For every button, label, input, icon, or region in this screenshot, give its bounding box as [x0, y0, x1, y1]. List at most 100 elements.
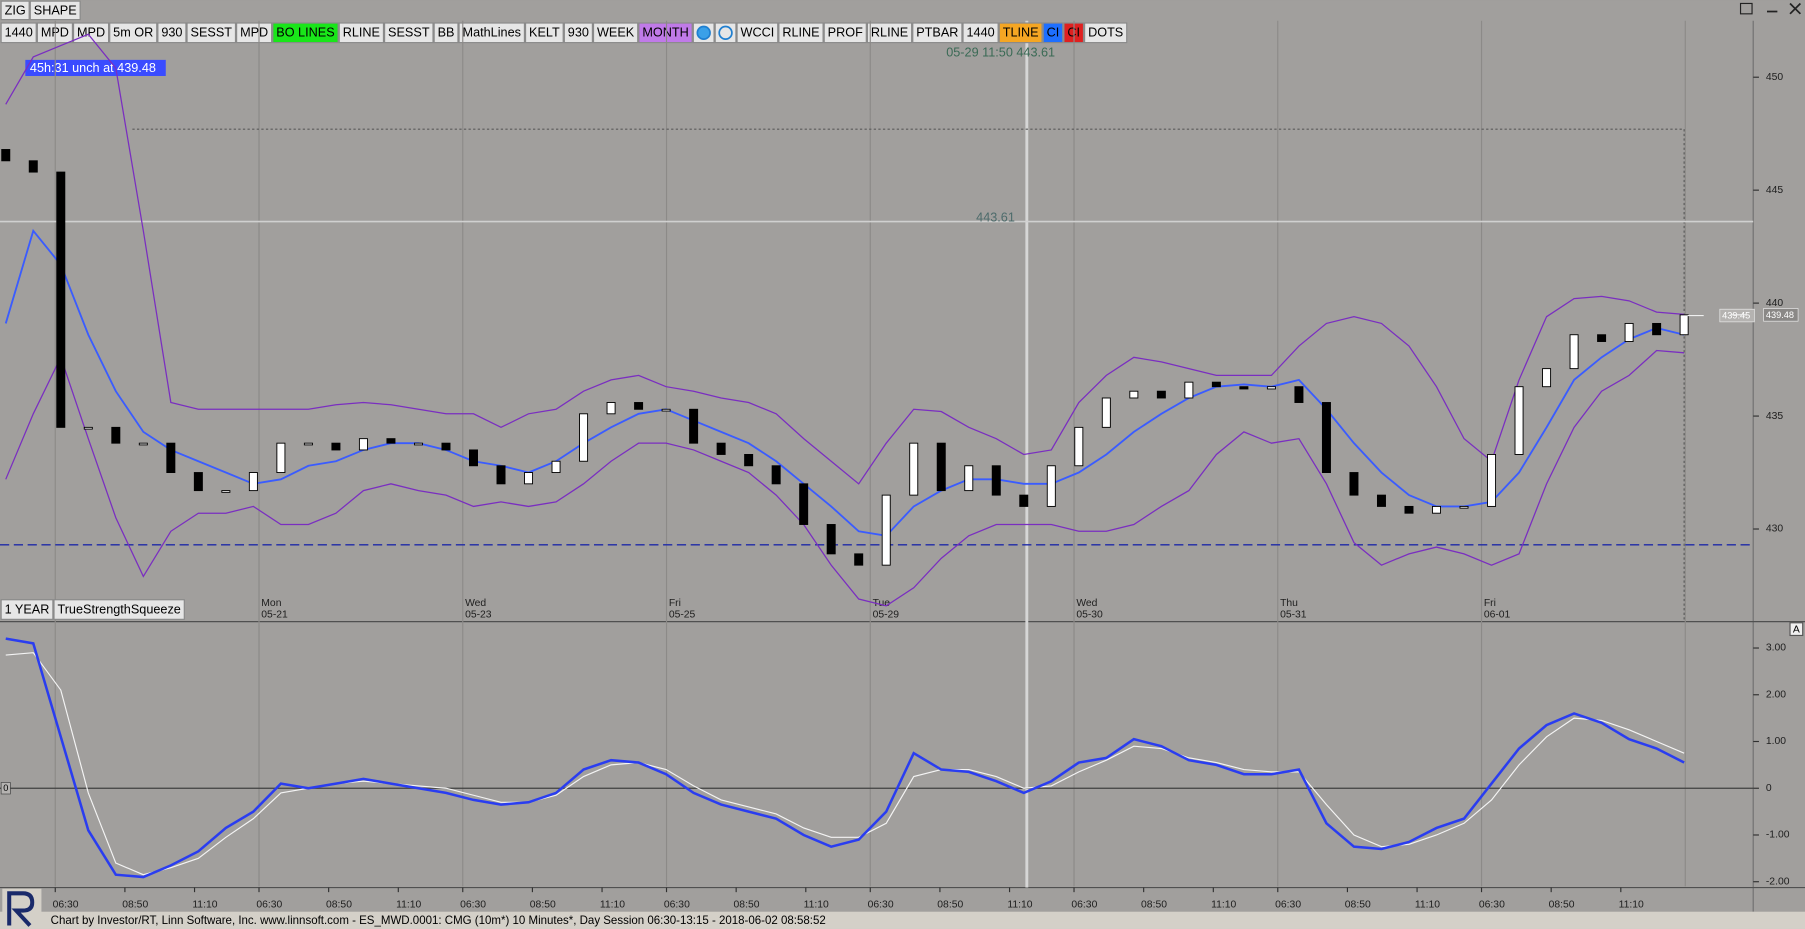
toolbar-button[interactable]	[962, 22, 999, 44]
toolbar-button[interactable]	[778, 22, 824, 44]
day-label: Fri	[669, 598, 681, 609]
candle	[1432, 505, 1441, 514]
toolbar-button[interactable]	[1084, 22, 1128, 44]
date-label: 05-30	[1076, 609, 1103, 620]
y-tick-label: 2.00	[1766, 689, 1786, 700]
y-tick-label: -1.00	[1766, 830, 1790, 841]
toolbar-button[interactable]	[109, 22, 158, 44]
candle	[1624, 322, 1634, 342]
toolbar-button[interactable]	[0, 599, 54, 620]
button-label: MPD	[240, 26, 268, 40]
toolbar-button[interactable]	[433, 22, 459, 44]
candle	[1184, 381, 1194, 399]
date-label: 06-01	[1484, 609, 1511, 620]
candle	[909, 442, 919, 496]
candle	[1266, 386, 1276, 390]
toolbar-button[interactable]	[458, 22, 525, 44]
button-label: KELT	[529, 26, 560, 40]
candle	[166, 442, 176, 473]
candle	[386, 438, 396, 444]
day-label: Wed	[1076, 598, 1097, 609]
y-tick-label: 1.00	[1766, 736, 1786, 747]
button-label: 1440	[967, 26, 995, 40]
x-tick-label: 06:30	[1275, 900, 1301, 911]
clock-icon	[696, 25, 711, 41]
toolbar-button[interactable]	[236, 22, 273, 44]
candle	[661, 408, 671, 412]
button-label: SESST	[191, 26, 233, 40]
restore-button[interactable]	[1739, 2, 1753, 15]
candle	[1652, 322, 1662, 336]
candle	[964, 465, 974, 492]
toolbar-button[interactable]	[29, 0, 81, 21]
status-text: Chart by Investor/RT, Linn Software, Inc…	[51, 915, 826, 927]
cursor-label: 05-29 11:50 443.61	[946, 45, 1055, 59]
day-label: Fri	[1484, 598, 1496, 609]
dotted-box	[132, 128, 1685, 622]
toolbar-button[interactable]	[272, 22, 339, 44]
panel-marker: A	[1793, 624, 1800, 635]
candle	[1569, 334, 1579, 370]
button-label: DOTS	[1088, 26, 1123, 40]
button-label: 1 YEAR	[5, 602, 50, 616]
x-tick-label: 08:50	[1345, 900, 1371, 911]
candle	[221, 490, 231, 493]
y-tick-label: 435	[1766, 411, 1784, 422]
close-button[interactable]	[1789, 2, 1802, 15]
toolbar-button[interactable]	[0, 0, 30, 21]
candle	[854, 553, 864, 566]
button-label: BO LINES	[276, 26, 334, 40]
toolbar-button[interactable]	[823, 22, 867, 44]
y-tick-label: 3.00	[1766, 643, 1786, 654]
date-label: 05-21	[261, 609, 288, 620]
panel-marker-box	[1789, 622, 1804, 637]
candle	[1, 149, 11, 162]
candle	[138, 442, 148, 446]
toolbar-button[interactable]	[157, 22, 187, 44]
toolbar-button[interactable]	[592, 22, 639, 44]
button-label: SHAPE	[34, 3, 77, 17]
date-label: 05-23	[465, 609, 492, 620]
button-label: 930	[568, 26, 589, 40]
candle	[744, 454, 754, 467]
toolbar-button[interactable]	[736, 22, 779, 44]
candle	[1404, 505, 1414, 514]
candle	[1211, 381, 1221, 388]
toolbar-button[interactable]	[638, 22, 693, 44]
x-tick-label: 06:30	[664, 900, 690, 911]
button-label: RLINE	[871, 26, 908, 40]
date-label: 05-31	[1280, 609, 1307, 620]
toolbar-button[interactable]	[186, 22, 237, 44]
button-label: ZIG	[5, 3, 26, 17]
x-tick-label: 08:50	[326, 900, 352, 911]
toolbar-button[interactable]	[866, 22, 913, 44]
toolbar-button[interactable]	[338, 22, 385, 44]
candle	[1239, 386, 1249, 390]
candle	[1156, 390, 1166, 399]
button-label: TrueStrengthSqueeze	[57, 602, 180, 616]
toolbar-button[interactable]	[912, 22, 963, 44]
x-tick-label: 06:30	[53, 900, 79, 911]
candle	[496, 465, 506, 485]
window-controls	[1739, 2, 1802, 15]
candle	[1514, 386, 1524, 455]
toolbar-button[interactable]	[1042, 22, 1064, 44]
toolbar-button[interactable]	[72, 22, 110, 44]
button-label: PROF	[828, 26, 863, 40]
toolbar-button[interactable]	[998, 22, 1043, 44]
x-tick-label: 08:50	[937, 900, 963, 911]
candle	[1376, 494, 1386, 507]
toolbar-button[interactable]	[0, 22, 37, 44]
candle	[441, 442, 451, 451]
toolbar-button[interactable]	[384, 22, 434, 44]
y-tick-label: -2.00	[1766, 876, 1790, 887]
info-box	[25, 59, 166, 76]
toolbar-button[interactable]	[563, 22, 593, 44]
candle	[193, 472, 203, 492]
toolbar-button[interactable]	[53, 599, 185, 620]
candle	[1101, 397, 1111, 428]
toolbar-button[interactable]	[524, 22, 564, 44]
button-label: BB	[438, 26, 455, 40]
